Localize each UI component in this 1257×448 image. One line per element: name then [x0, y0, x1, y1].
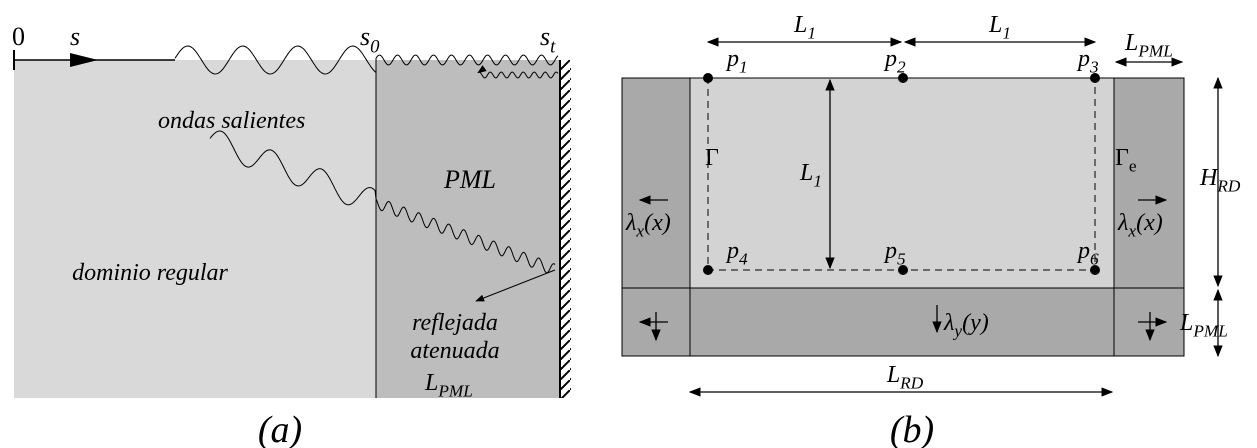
label-subscript: 5	[897, 250, 906, 269]
label: L1	[988, 12, 1011, 43]
label-subscript: RD	[899, 374, 924, 393]
label-subscript: 1	[813, 172, 822, 191]
label-subscript: 2	[897, 58, 906, 77]
point	[703, 73, 713, 83]
label-subscript: 6	[1090, 250, 1099, 269]
label-subscript: y	[952, 322, 962, 341]
label-subscript: t	[550, 36, 556, 57]
label: (b)	[890, 409, 934, 448]
label-base: L	[1179, 310, 1193, 336]
label-base: L	[424, 370, 438, 396]
figure: 0ss0stondas salientesPMLdominio regularr…	[0, 0, 1257, 448]
label-base: H	[1199, 165, 1219, 191]
label: 0	[12, 22, 25, 51]
label: LRD	[886, 362, 924, 393]
label-tail: (x)	[644, 210, 671, 236]
label-base: p	[1076, 46, 1090, 72]
label-base: λ	[625, 210, 636, 236]
label-base: λ	[1117, 210, 1128, 236]
label-base: s	[360, 22, 370, 51]
label-subscript: 1	[1002, 24, 1011, 43]
point-label: p3	[1076, 46, 1099, 77]
label-base: p	[725, 238, 739, 264]
label-subscript: 4	[739, 250, 748, 269]
label-base: L	[886, 362, 900, 388]
label-base: p	[1076, 238, 1090, 264]
label-base: p	[725, 46, 739, 72]
label-tail: (x)	[1136, 210, 1163, 236]
label-subscript: x	[635, 222, 644, 241]
label: dominio regular	[72, 260, 228, 286]
label: s	[70, 22, 80, 51]
label: PML	[443, 165, 496, 194]
label-subscript: PML	[437, 382, 473, 401]
label: atenuada	[410, 338, 499, 364]
label: ondas salientes	[158, 108, 305, 134]
label-base: L	[793, 12, 807, 38]
label: reflejada	[412, 310, 498, 336]
label-base: p	[883, 46, 897, 72]
label-base: λ	[943, 310, 954, 336]
wall-hatch	[561, 60, 571, 398]
label-base: L	[988, 12, 1002, 38]
label: s0	[360, 22, 380, 57]
label-subscript: PML	[1137, 42, 1173, 61]
label-subscript: 0	[370, 36, 380, 57]
label-tail: (y)	[962, 310, 989, 336]
label: Γ	[705, 145, 719, 171]
label-base: s	[540, 22, 550, 51]
label: LPML	[1179, 310, 1228, 341]
panel-b	[622, 42, 1218, 392]
label: L1	[793, 12, 816, 43]
label: (a)	[258, 409, 302, 448]
label-base: L	[1124, 30, 1138, 56]
label-subscript: RD	[1216, 177, 1241, 196]
label-subscript: 3	[1089, 58, 1099, 77]
label-base: L	[799, 160, 813, 186]
label: LPML	[1124, 30, 1173, 61]
point-label: p2	[883, 46, 906, 77]
label: HRD	[1199, 165, 1241, 196]
label-subscript: 1	[739, 58, 748, 77]
label-subscript: x	[1127, 222, 1136, 241]
label-base: Γ	[1115, 145, 1129, 171]
label-subscript: PML	[1192, 322, 1228, 341]
point-label: p1	[725, 46, 748, 77]
label: st	[540, 22, 556, 57]
label-base: p	[883, 238, 897, 264]
point	[703, 265, 713, 275]
label-subscript: 1	[807, 24, 816, 43]
label-subscript: e	[1129, 157, 1137, 176]
